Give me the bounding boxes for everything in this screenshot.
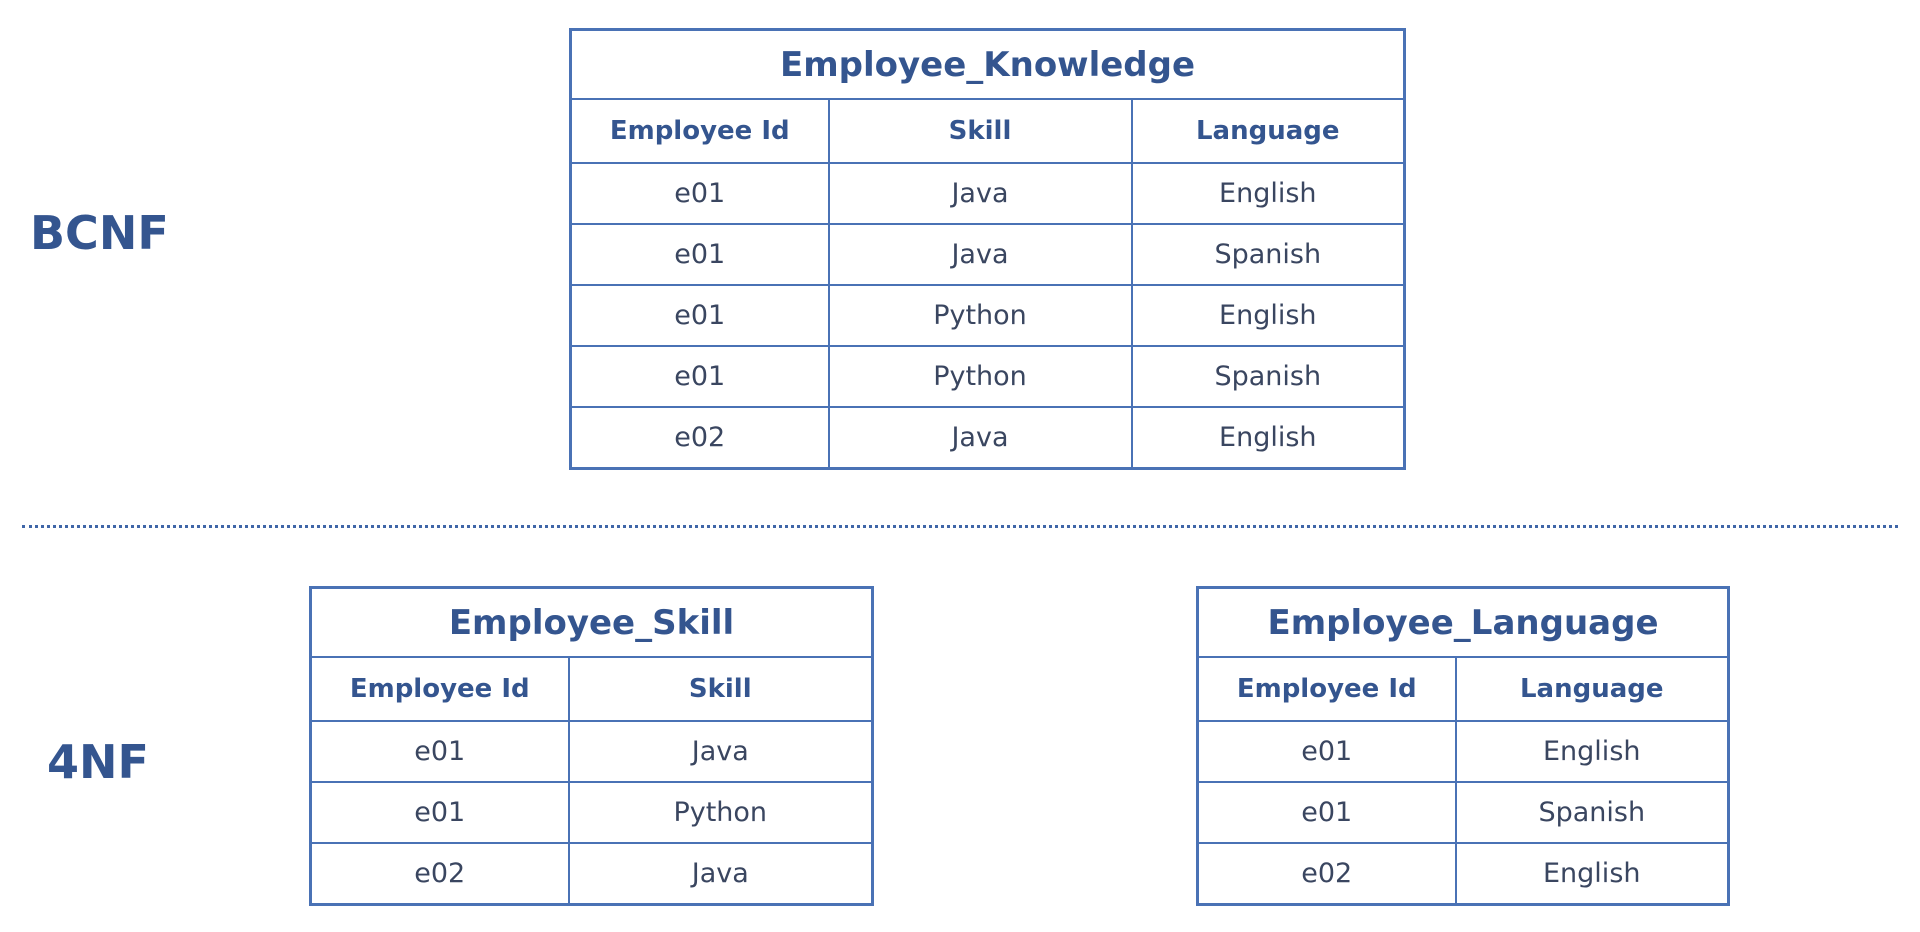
table-row: e01 Java Spanish (569, 223, 1406, 286)
column-header-employee-id: Employee Id (569, 98, 830, 164)
cell-employee-id: e01 (569, 345, 830, 408)
cell-skill: Java (827, 406, 1133, 470)
employee-knowledge-table: Employee_Knowledge Employee Id Skill Lan… (569, 28, 1407, 470)
cell-employee-id: e02 (309, 842, 570, 906)
column-header-language: Language (1454, 656, 1730, 722)
cell-language: Spanish (1130, 345, 1406, 408)
table-row: e01 English (1196, 720, 1730, 783)
table-row: e02 Java (309, 842, 874, 906)
section-divider (22, 525, 1898, 528)
table-row: e01 Python (309, 781, 874, 844)
cell-language: English (1130, 406, 1406, 470)
cell-language: English (1454, 842, 1730, 906)
column-header-skill: Skill (567, 656, 874, 722)
cell-skill: Java (827, 223, 1133, 286)
cell-skill: Python (827, 345, 1133, 408)
column-header-skill: Skill (827, 98, 1133, 164)
cell-skill: Java (567, 842, 874, 906)
cell-employee-id: e01 (1196, 781, 1457, 844)
cell-language: Spanish (1454, 781, 1730, 844)
employee-skill-table: Employee_Skill Employee Id Skill e01 Jav… (309, 586, 875, 906)
table-row: e01 Python English (569, 284, 1406, 347)
cell-skill: Java (827, 162, 1133, 225)
cell-skill: Python (567, 781, 874, 844)
cell-employee-id: e01 (309, 781, 570, 844)
cell-language: English (1130, 162, 1406, 225)
cell-employee-id: e01 (309, 720, 570, 783)
cell-skill: Java (567, 720, 874, 783)
table-row: e01 Java (309, 720, 874, 783)
table-row: e01 Spanish (1196, 781, 1730, 844)
cell-employee-id: e01 (1196, 720, 1457, 783)
table-row: e01 Python Spanish (569, 345, 1406, 408)
table-row: e02 Java English (569, 406, 1406, 470)
table-title: Employee_Knowledge (569, 28, 1406, 100)
4nf-label: 4NF (47, 735, 149, 789)
bcnf-label: BCNF (30, 206, 169, 260)
cell-employee-id: e02 (1196, 842, 1457, 906)
table-row: e02 English (1196, 842, 1730, 906)
cell-language: Spanish (1130, 223, 1406, 286)
column-header-language: Language (1130, 98, 1406, 164)
cell-language: English (1454, 720, 1730, 783)
table-row: e01 Java English (569, 162, 1406, 225)
cell-employee-id: e01 (569, 223, 830, 286)
column-header-employee-id: Employee Id (1196, 656, 1457, 722)
cell-employee-id: e01 (569, 284, 830, 347)
table-title: Employee_Language (1196, 586, 1730, 658)
table-title: Employee_Skill (309, 586, 874, 658)
cell-skill: Python (827, 284, 1133, 347)
cell-employee-id: e01 (569, 162, 830, 225)
column-header-employee-id: Employee Id (309, 656, 570, 722)
employee-language-table: Employee_Language Employee Id Language e… (1196, 586, 1731, 906)
cell-language: English (1130, 284, 1406, 347)
cell-employee-id: e02 (569, 406, 830, 470)
